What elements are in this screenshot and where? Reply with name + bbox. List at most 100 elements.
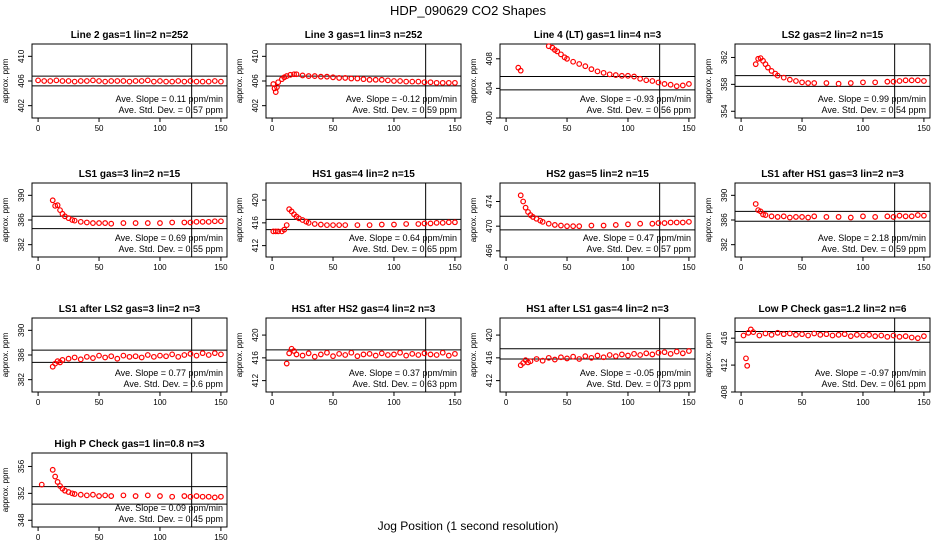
x-tick-label: 0 xyxy=(739,398,744,407)
y-axis-label: approx. ppm xyxy=(704,58,713,103)
data-point xyxy=(132,220,139,226)
data-point xyxy=(114,355,121,362)
data-point xyxy=(90,491,96,498)
data-point xyxy=(71,78,78,85)
data-point xyxy=(588,222,595,229)
data-point xyxy=(921,212,927,219)
data-point xyxy=(427,351,434,358)
data-point xyxy=(793,331,799,338)
data-point xyxy=(366,222,373,229)
y-axis-label: approx. ppm xyxy=(1,467,10,512)
data-point xyxy=(77,218,84,225)
y-tick-label: 352 xyxy=(17,486,26,500)
data-point xyxy=(144,77,151,84)
data-point xyxy=(805,214,812,221)
data-point xyxy=(305,350,312,357)
data-point xyxy=(421,350,428,357)
data-point xyxy=(71,491,78,497)
std-dev-annotation: Ave. Std. Dev. = 0.45 ppm xyxy=(119,514,223,524)
std-dev-annotation: Ave. Std. Dev. = 0.54 ppm xyxy=(822,105,926,115)
data-point xyxy=(799,79,805,86)
data-point xyxy=(211,350,218,357)
data-point xyxy=(287,71,294,78)
data-point xyxy=(445,219,452,226)
x-tick-label: 100 xyxy=(153,533,167,540)
x-tick-label: 50 xyxy=(798,124,807,133)
data-point xyxy=(860,79,866,86)
data-point xyxy=(914,335,921,342)
x-tick-label: 50 xyxy=(798,263,807,272)
y-axis-label: approx. ppm xyxy=(469,58,478,103)
data-point xyxy=(311,73,318,79)
std-dev-annotation: Ave. Std. Dev. = 0.6 ppm xyxy=(124,379,223,389)
data-point xyxy=(205,78,212,85)
data-point xyxy=(594,68,601,75)
data-point xyxy=(120,220,127,226)
data-point xyxy=(384,352,391,358)
data-point xyxy=(884,213,891,220)
data-point xyxy=(612,353,619,360)
data-point xyxy=(193,218,200,225)
data-point xyxy=(372,76,379,83)
panel-title: LS1 after HS1 gas=3 lin=2 n=3 xyxy=(761,169,904,180)
panel-title: HS1 gas=4 lin=2 n=15 xyxy=(312,169,415,180)
data-point xyxy=(342,352,349,358)
panel-5: LS1 gas=3 lin=2 n=15 approx. ppm 0 50 100 150… xyxy=(1,169,228,272)
x-tick-label: 150 xyxy=(214,263,228,272)
data-point xyxy=(102,492,109,499)
data-point xyxy=(756,332,763,339)
data-point xyxy=(138,78,145,84)
data-point xyxy=(102,78,109,85)
data-point xyxy=(545,354,552,361)
data-point xyxy=(421,79,428,86)
data-point xyxy=(52,473,59,480)
x-tick-label: 150 xyxy=(214,533,228,540)
data-point xyxy=(90,77,96,84)
data-point xyxy=(293,351,300,358)
x-tick-label: 50 xyxy=(329,263,338,272)
data-point xyxy=(594,352,601,359)
data-point xyxy=(768,331,775,338)
data-point xyxy=(384,77,391,84)
data-point xyxy=(835,214,842,220)
panel-13: High P Check gas=1 lin=0.8 n=3 approx. pp… xyxy=(1,439,228,540)
data-point xyxy=(348,75,355,82)
data-point xyxy=(427,79,434,86)
data-point xyxy=(150,78,157,85)
x-tick-label: 0 xyxy=(270,263,275,272)
data-point xyxy=(83,492,90,499)
panel-title: LS2 gas=2 lin=2 n=15 xyxy=(782,30,884,41)
x-tick-label: 50 xyxy=(95,263,104,272)
data-point xyxy=(884,333,891,340)
data-point xyxy=(391,78,397,84)
data-point xyxy=(643,77,650,84)
data-point xyxy=(38,481,45,488)
panel-title: Line 3 gas=1 lin=3 n=252 xyxy=(305,30,423,41)
data-point xyxy=(187,493,194,500)
data-point xyxy=(765,64,771,71)
x-tick-label: 0 xyxy=(36,533,41,540)
x-tick-label: 150 xyxy=(917,263,931,272)
y-tick-label: 416 xyxy=(485,351,494,365)
data-point xyxy=(360,351,367,358)
data-point xyxy=(522,204,529,211)
y-tick-label: 386 xyxy=(720,213,729,227)
data-point xyxy=(686,218,692,225)
data-point xyxy=(199,78,206,85)
data-point xyxy=(799,214,805,220)
data-point xyxy=(582,63,589,70)
data-point xyxy=(517,67,524,74)
data-point xyxy=(126,78,133,85)
data-point xyxy=(132,78,139,84)
y-tick-label: 420 xyxy=(251,193,260,207)
data-point xyxy=(558,222,564,229)
data-point xyxy=(108,220,115,227)
data-point xyxy=(403,352,410,359)
y-axis-label: approx. ppm xyxy=(1,197,10,242)
data-point xyxy=(283,360,290,367)
data-point xyxy=(679,350,686,357)
y-tick-label: 410 xyxy=(17,49,26,63)
data-point xyxy=(606,352,613,358)
data-point xyxy=(283,222,290,229)
